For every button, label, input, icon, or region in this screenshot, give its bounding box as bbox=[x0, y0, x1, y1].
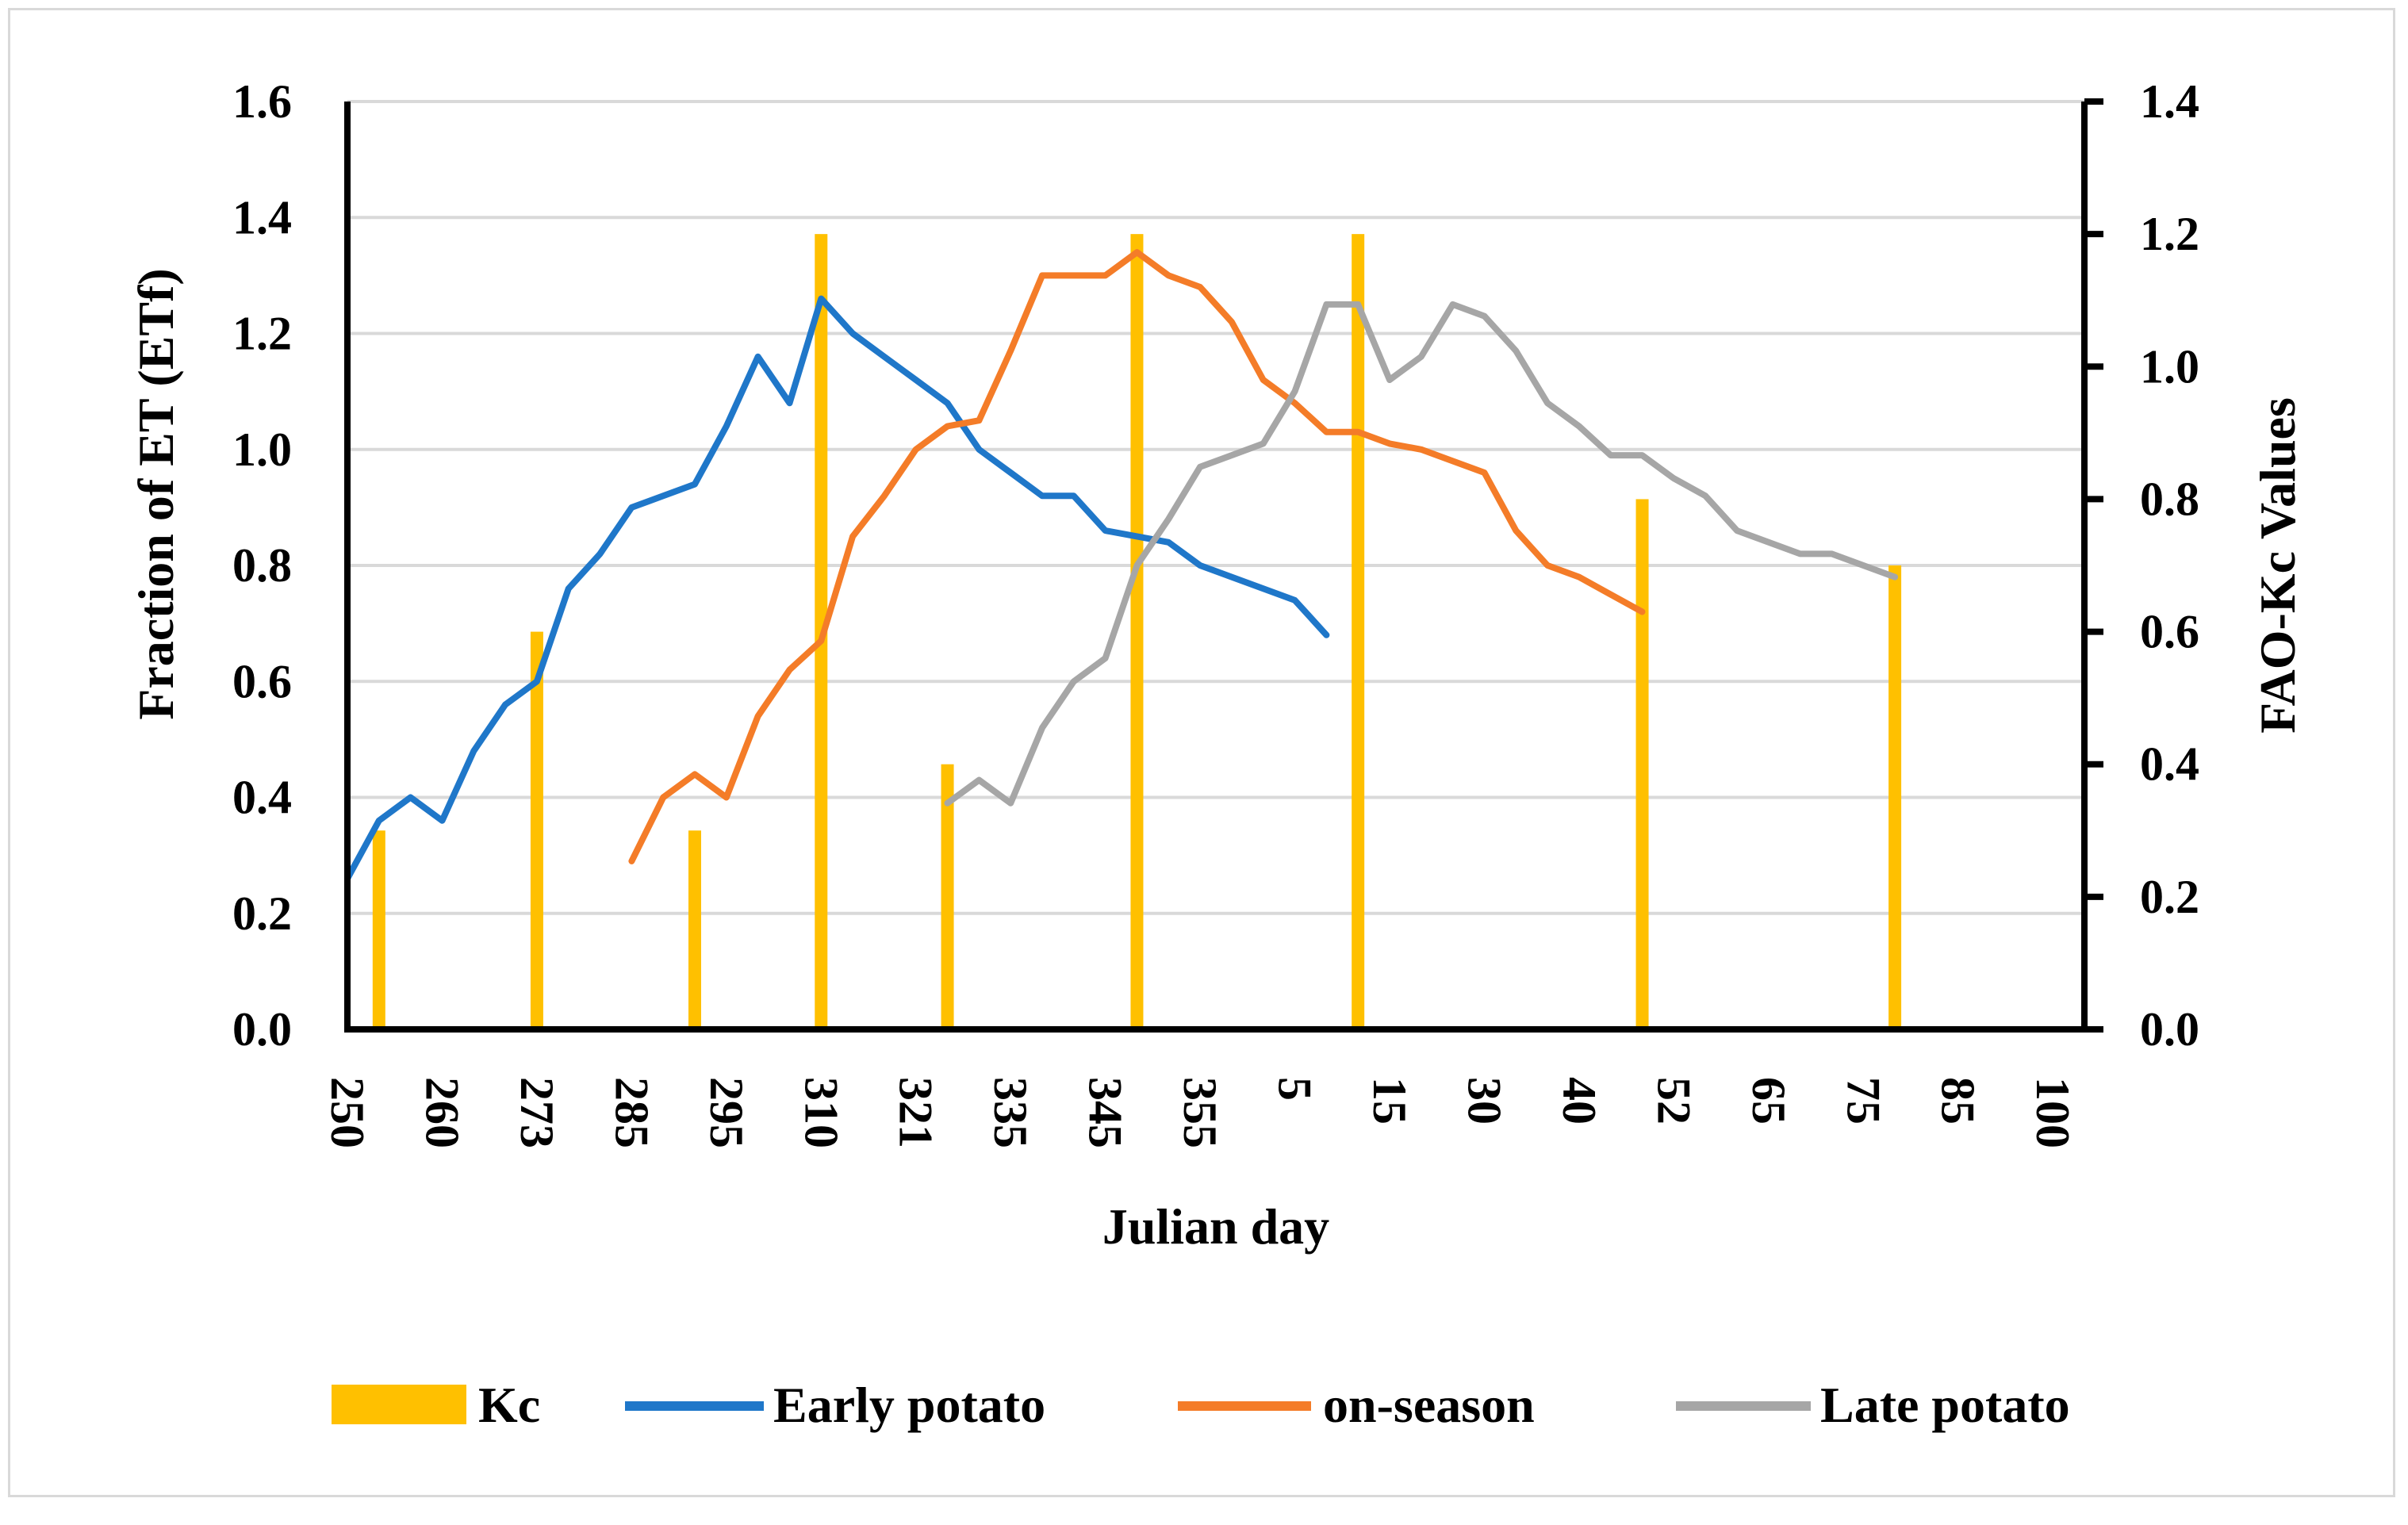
x-tick-label: 100 bbox=[2026, 1077, 2079, 1148]
chart-svg: 0.0 0.2 0.4 0.6 0.8 1.0 1.2 1.4 1.6 0.0 0.2 0.4 0.6… bbox=[128, 75, 2306, 1433]
kc-bar bbox=[1130, 234, 1144, 1030]
kc-bar bbox=[530, 631, 543, 1029]
y2-tick-label: 1.2 bbox=[2140, 208, 2199, 260]
axes bbox=[344, 102, 2088, 1033]
y-tick-label: 1.4 bbox=[232, 191, 292, 243]
kc-bar bbox=[372, 830, 385, 1029]
x-tick-label: 295 bbox=[700, 1077, 753, 1148]
left-y-axis-title: Fraction of ET (ETf) bbox=[128, 268, 184, 719]
x-tick-label: 260 bbox=[416, 1077, 468, 1148]
y-tick-label: 0.6 bbox=[232, 655, 292, 707]
kc-bar bbox=[1888, 565, 1902, 1029]
left-y-ticks: 0.0 0.2 0.4 0.6 0.8 1.0 1.2 1.4 1.6 bbox=[232, 75, 292, 1056]
legend: Kc Early potato on-season Late potato bbox=[332, 1377, 2070, 1433]
x-tick-label: 310 bbox=[795, 1077, 847, 1148]
y2-tick-label: 1.4 bbox=[2140, 75, 2199, 128]
y2-tick-label: 1.0 bbox=[2140, 340, 2199, 393]
y-tick-label: 1.2 bbox=[232, 308, 292, 360]
y2-tick-label: 0.4 bbox=[2140, 738, 2199, 791]
y-tick-label: 0.8 bbox=[232, 539, 292, 592]
series-line-late-potato bbox=[944, 301, 1899, 807]
y-tick-label: 0.0 bbox=[232, 1003, 292, 1056]
gridlines bbox=[347, 100, 2084, 915]
legend-label-on-season: on-season bbox=[1323, 1377, 1535, 1433]
x-tick-label: 5 bbox=[1269, 1077, 1321, 1101]
legend-label-late-potato: Late potato bbox=[1820, 1377, 2070, 1433]
x-tick-label: 75 bbox=[1837, 1077, 1889, 1125]
y2-tick-label: 0.2 bbox=[2140, 871, 2199, 923]
series-lines bbox=[344, 249, 1899, 882]
legend-swatch-kc bbox=[332, 1385, 466, 1424]
y-tick-label: 1.0 bbox=[232, 423, 292, 476]
x-tick-label: 285 bbox=[605, 1077, 658, 1148]
kc-bar bbox=[1635, 499, 1649, 1029]
series-line-early-potato bbox=[344, 295, 1330, 882]
kc-bar bbox=[688, 830, 701, 1029]
right-y-axis-title: FAO-Kc Values bbox=[2249, 397, 2306, 734]
x-tick-label: 52 bbox=[1647, 1077, 1700, 1125]
x-tick-label: 321 bbox=[890, 1077, 942, 1148]
x-tick-label: 85 bbox=[1932, 1077, 1984, 1125]
y-tick-label: 0.4 bbox=[232, 772, 292, 824]
x-ticks: 250 260 273 285 295 310 321 335 345 355 5 15 30 40 52 6… bbox=[321, 1077, 2079, 1148]
right-y-ticks: 0.0 0.2 0.4 0.6 0.8 1.0 1.2 1.4 bbox=[2084, 75, 2199, 1056]
legend-label-kc: Kc bbox=[478, 1377, 540, 1433]
x-tick-label: 65 bbox=[1743, 1077, 1795, 1125]
x-tick-label: 30 bbox=[1458, 1077, 1510, 1125]
y2-tick-label: 0.6 bbox=[2140, 606, 2199, 658]
x-tick-label: 335 bbox=[984, 1077, 1037, 1148]
x-tick-label: 345 bbox=[1079, 1077, 1132, 1148]
kc-bars bbox=[372, 234, 1902, 1030]
x-tick-label: 15 bbox=[1363, 1077, 1416, 1125]
y-tick-label: 0.2 bbox=[232, 887, 292, 940]
legend-label-early-potato: Early potato bbox=[773, 1377, 1045, 1433]
x-tick-label: 40 bbox=[1553, 1077, 1605, 1125]
x-tick-label: 355 bbox=[1174, 1077, 1226, 1148]
y-tick-label: 1.6 bbox=[232, 75, 292, 128]
y2-tick-label: 0.8 bbox=[2140, 473, 2199, 525]
kc-bar bbox=[941, 764, 954, 1029]
y2-tick-label: 0.0 bbox=[2140, 1003, 2199, 1056]
chart-frame: 0.0 0.2 0.4 0.6 0.8 1.0 1.2 1.4 1.6 0.0 0.2 0.4 0.6… bbox=[8, 8, 2395, 1497]
kc-bar bbox=[1352, 234, 1365, 1030]
series-line-on-season bbox=[628, 249, 1646, 864]
x-axis-title: Julian day bbox=[1102, 1198, 1329, 1255]
x-tick-label: 250 bbox=[321, 1077, 374, 1148]
x-tick-label: 273 bbox=[511, 1077, 563, 1148]
